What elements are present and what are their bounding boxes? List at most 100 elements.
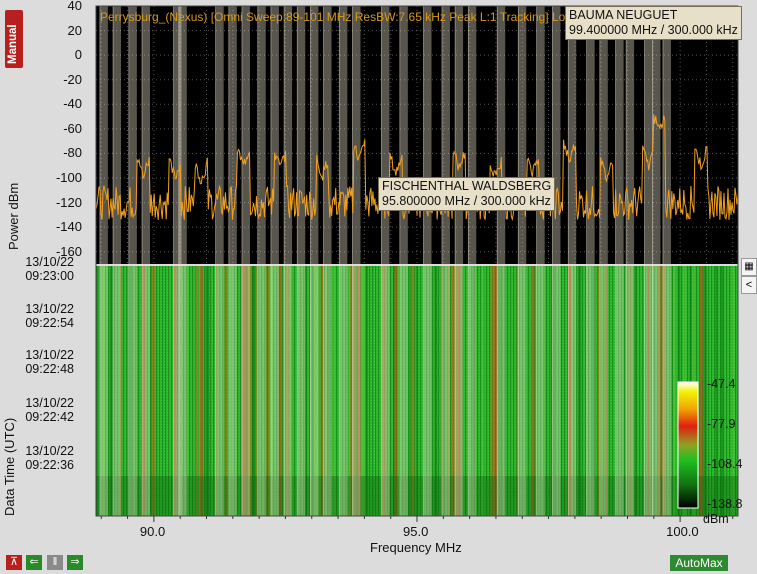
waterfall-streak (231, 266, 233, 516)
marker-band[interactable] (615, 6, 624, 516)
marker-band[interactable] (270, 6, 279, 516)
automax-button[interactable]: AutoMax (670, 555, 728, 571)
y-tick-label: 40 (67, 0, 82, 13)
y-tick-label: 0 (74, 47, 82, 63)
time-tick-label: 13/10/22 09:22:42 (25, 396, 74, 424)
waterfall-streak (434, 266, 438, 516)
waterfall-peak-streak (357, 266, 361, 516)
waterfall-peak-streak (173, 266, 177, 516)
waterfall-peak-streak (647, 266, 651, 516)
waterfall-streak (397, 266, 399, 516)
waterfall-streak (571, 266, 573, 516)
marker-band[interactable] (662, 6, 671, 516)
marker-band[interactable] (497, 6, 506, 516)
scroll-right-button[interactable]: ⇒ (67, 555, 83, 570)
y-tick-label: -140 (55, 219, 82, 235)
waterfall-streak (731, 266, 735, 516)
spectrum-trace (95, 114, 739, 222)
colorbar-unit: dBm (703, 512, 729, 526)
marker-fischenthal-waldsberg[interactable]: FISCHENTHAL WALDSBERG 95.800000 MHz / 30… (378, 177, 556, 211)
waterfall-streak (194, 266, 198, 516)
marker-band[interactable] (552, 6, 561, 516)
scroll-left-button[interactable]: ⇐ (26, 555, 42, 570)
waterfall-streak (96, 266, 99, 516)
waterfall-streak (247, 266, 252, 516)
spectrum-grid (96, 5, 738, 264)
waterfall-peak-streak (278, 266, 282, 516)
marker-band[interactable] (652, 6, 661, 516)
waterfall-peak-streak (531, 266, 535, 516)
pause-button[interactable]: ‖ (47, 555, 63, 570)
marker-band[interactable] (228, 6, 237, 516)
marker-band[interactable] (626, 6, 635, 516)
waterfall-streak (244, 266, 248, 516)
waterfall-peak-streak (699, 266, 703, 516)
waterfall-peak-streak (394, 266, 398, 516)
mode-badge[interactable]: Manual (5, 10, 23, 68)
marker-band[interactable] (381, 6, 390, 516)
y-tick-label: -160 (55, 243, 82, 259)
waterfall-streak (385, 266, 387, 516)
marker-band[interactable] (339, 6, 348, 516)
waterfall-streak (332, 266, 336, 516)
grid-toggle-button[interactable]: ▦ (741, 258, 757, 276)
marker-band[interactable] (586, 6, 595, 516)
waterfall-peak-streak (241, 266, 245, 516)
marker-band[interactable] (518, 6, 527, 516)
waterfall-streak (101, 266, 105, 516)
marker-band[interactable] (257, 6, 266, 516)
marker-band[interactable] (441, 6, 450, 516)
waterfall-peak-streak (568, 266, 572, 516)
marker-band[interactable] (468, 6, 477, 516)
marker-band[interactable] (399, 6, 408, 516)
waterfall-streak (551, 266, 556, 516)
colorbar-label-min: -138.8 (707, 497, 743, 511)
marker-band[interactable] (568, 6, 577, 516)
x-tick-label: 100.0 (666, 524, 699, 539)
x-axis-label: Frequency MHz (370, 540, 462, 555)
y-tick-label: -80 (63, 145, 82, 161)
waterfall-streak (440, 266, 445, 516)
marker-band[interactable] (536, 6, 545, 516)
marker-band[interactable] (241, 6, 250, 516)
jump-top-button[interactable]: ⊼ (6, 555, 22, 570)
marker-band[interactable] (113, 6, 122, 516)
colorbar[interactable] (677, 381, 699, 509)
marker-band[interactable] (455, 6, 464, 516)
marker-name: FISCHENTHAL WALDSBERG (382, 179, 552, 193)
marker-name: BAUMA NEUGUET (569, 8, 678, 22)
waterfall-streak (113, 266, 115, 516)
waterfall-streak (205, 266, 210, 516)
marker-band[interactable] (141, 6, 150, 516)
marker-band[interactable] (99, 6, 108, 516)
waterfall-dark-band (96, 476, 738, 516)
waterfall-streak (472, 266, 476, 516)
waterfall-streak (715, 266, 718, 516)
marker-band[interactable] (323, 6, 332, 516)
marker-band[interactable] (599, 6, 608, 516)
waterfall-streak (109, 266, 114, 516)
waterfall-streak (597, 266, 601, 516)
marker-bands (99, 6, 671, 516)
waterfall-streak (286, 266, 290, 516)
waterfall-streak (316, 266, 320, 516)
marker-band[interactable] (352, 6, 361, 516)
x-tick-marks (100, 516, 734, 522)
marker-band[interactable] (310, 6, 319, 516)
collapse-panel-button[interactable]: < (741, 276, 757, 294)
marker-bauma-neuguet[interactable]: BAUMA NEUGUET 99.400000 MHz / 300.000 kH… (565, 6, 742, 40)
marker-band[interactable] (297, 6, 306, 516)
marker-band[interactable] (178, 6, 187, 516)
waterfall-streak (304, 266, 307, 516)
marker-band[interactable] (128, 6, 137, 516)
waterfall-streak (186, 266, 189, 516)
marker-band[interactable] (284, 6, 293, 516)
marker-band[interactable] (215, 6, 224, 516)
marker-band[interactable] (173, 6, 182, 516)
y-tick-label: -40 (63, 96, 82, 112)
waterfall-streak (326, 266, 330, 516)
waterfall-streak (634, 266, 637, 516)
marker-band[interactable] (644, 6, 653, 516)
marker-band[interactable] (423, 6, 432, 516)
